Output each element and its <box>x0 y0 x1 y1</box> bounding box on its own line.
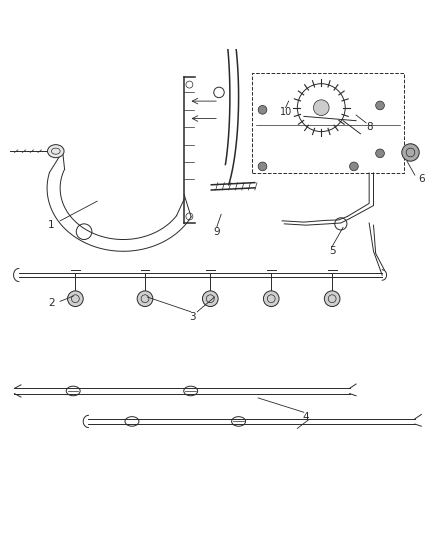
Text: 1: 1 <box>48 220 55 230</box>
Circle shape <box>67 291 83 306</box>
Circle shape <box>402 144 419 161</box>
Text: 5: 5 <box>329 246 336 256</box>
Text: 9: 9 <box>213 227 220 237</box>
Circle shape <box>376 101 385 110</box>
Circle shape <box>263 291 279 306</box>
Text: 6: 6 <box>418 174 425 184</box>
Circle shape <box>324 291 340 306</box>
Ellipse shape <box>47 144 64 158</box>
Text: 8: 8 <box>366 122 372 132</box>
Text: 3: 3 <box>190 312 196 321</box>
Circle shape <box>202 291 218 306</box>
Text: 4: 4 <box>303 411 309 422</box>
Circle shape <box>258 162 267 171</box>
Circle shape <box>314 100 329 116</box>
Circle shape <box>258 106 267 114</box>
Circle shape <box>350 162 358 171</box>
Circle shape <box>376 149 385 158</box>
Circle shape <box>137 291 153 306</box>
Text: 2: 2 <box>48 298 55 309</box>
Text: 10: 10 <box>280 107 293 117</box>
